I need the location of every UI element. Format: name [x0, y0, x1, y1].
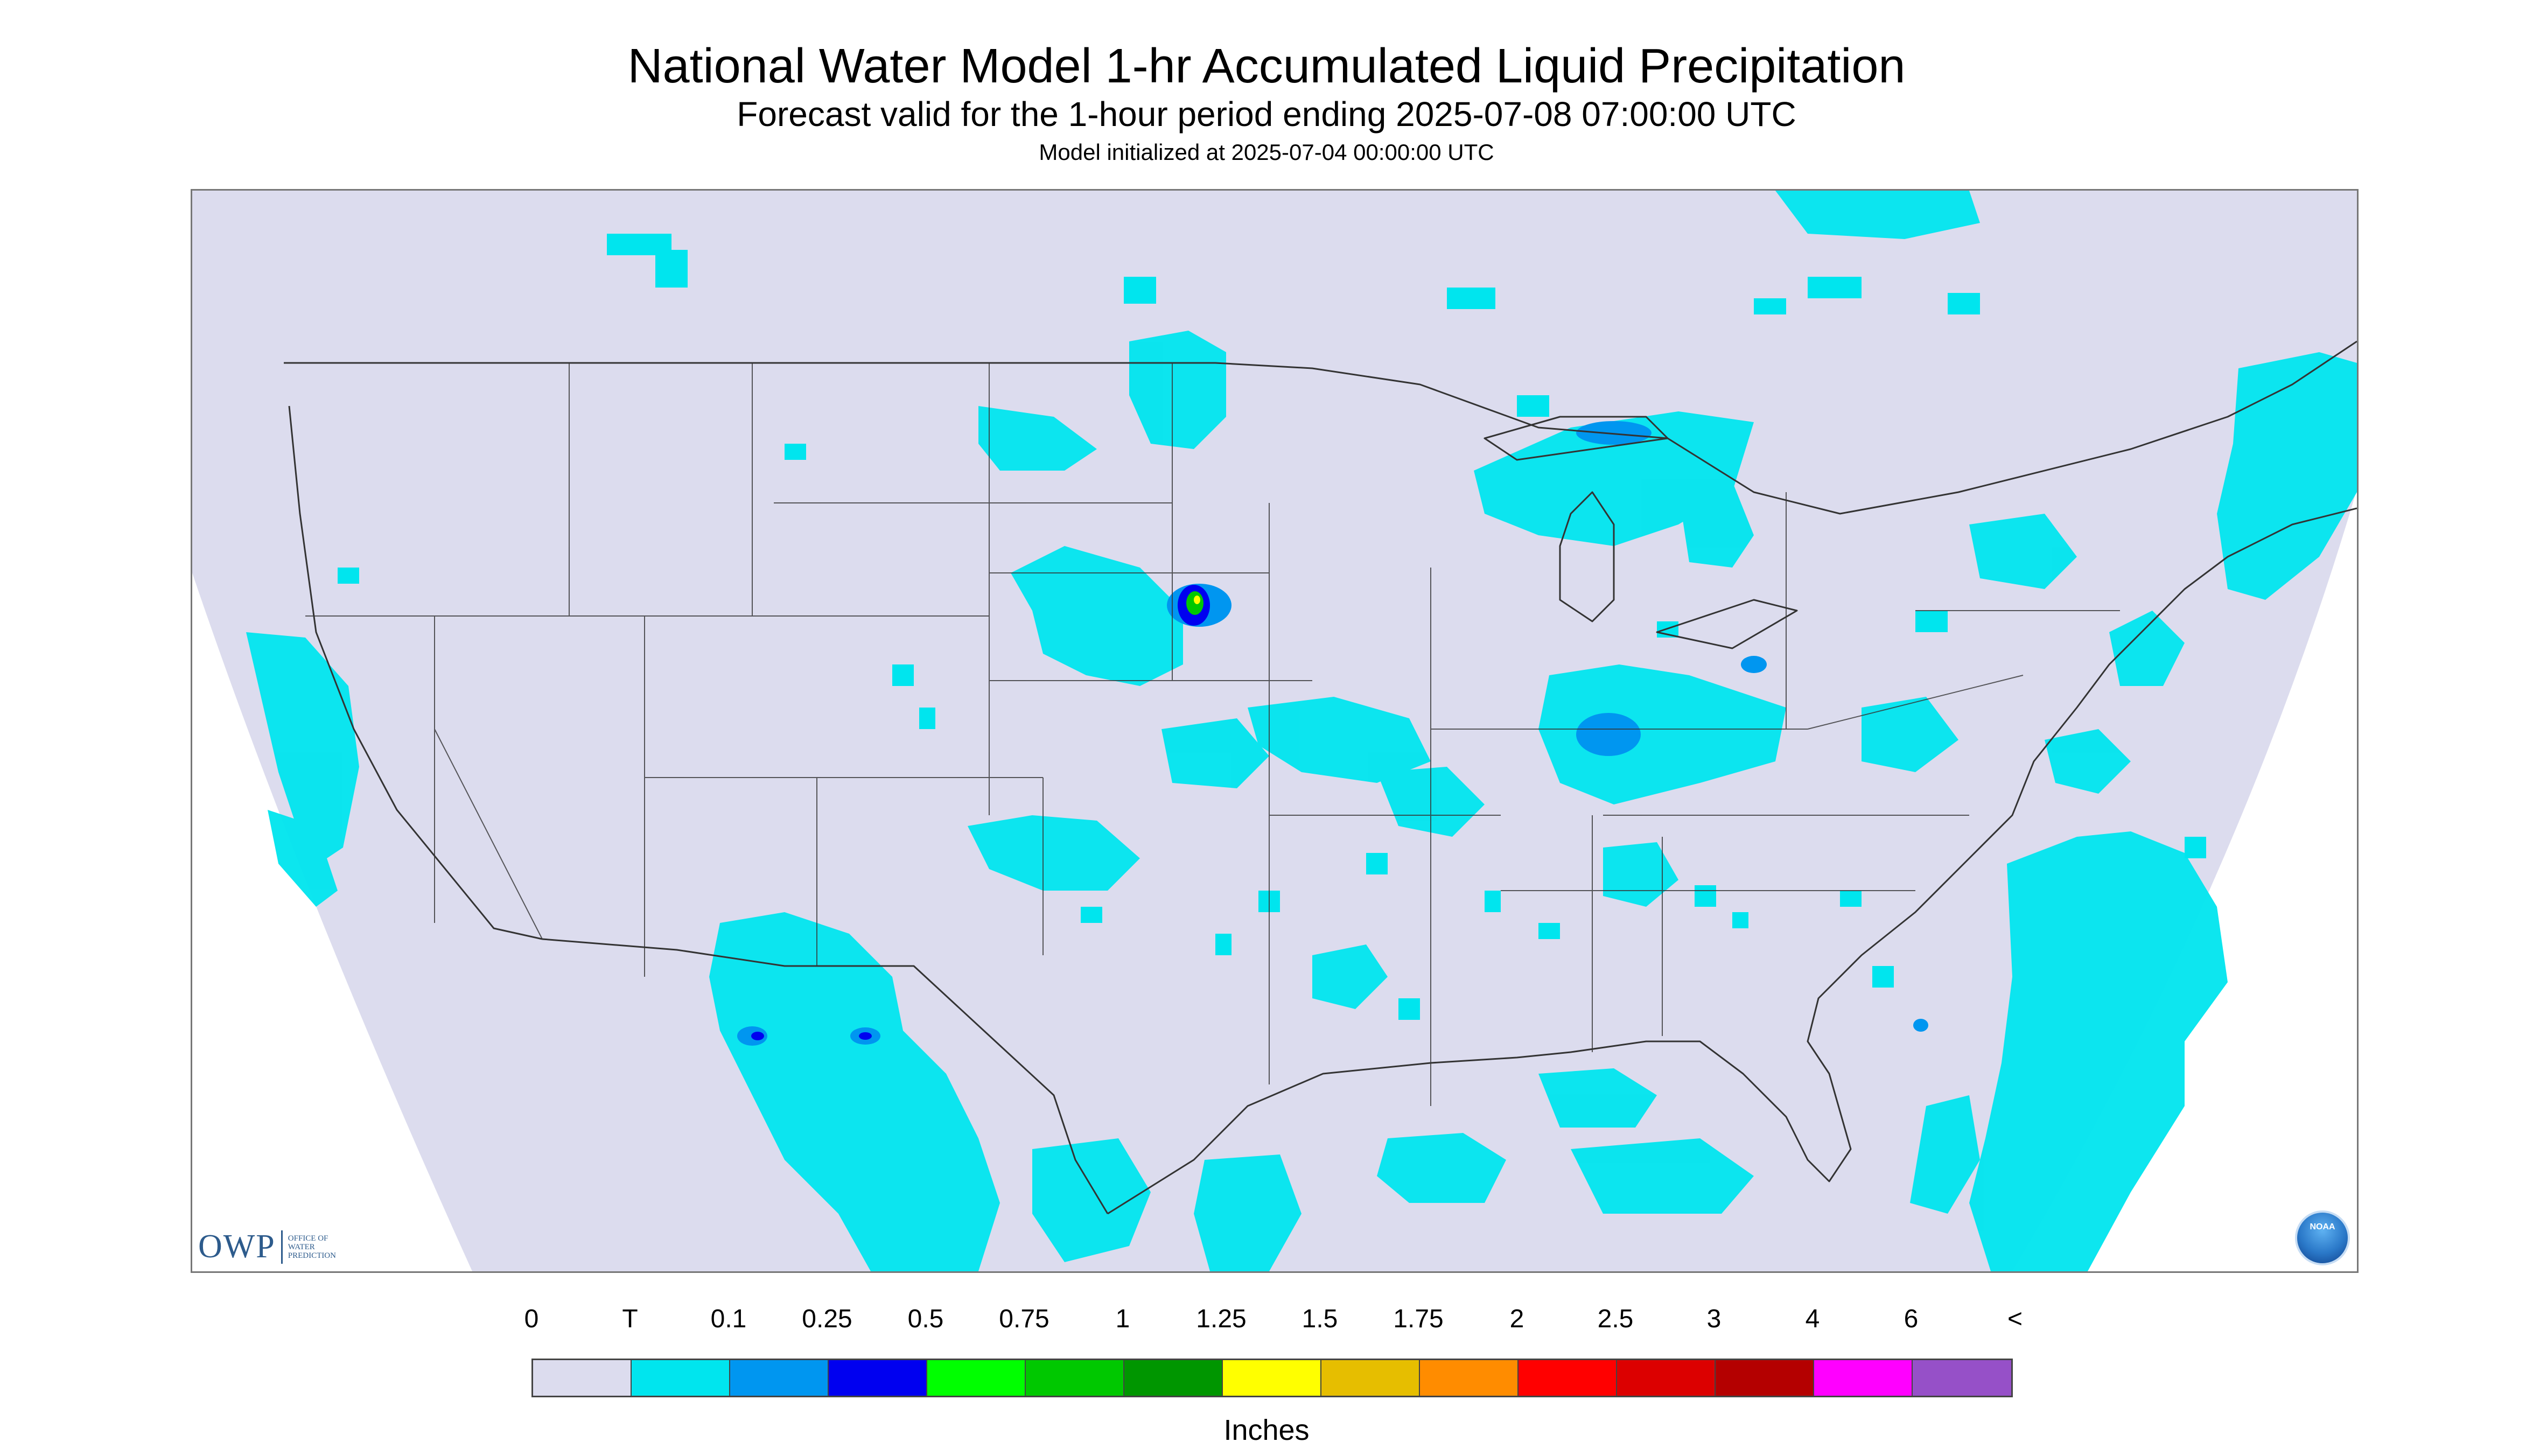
legend-swatch — [1716, 1360, 1814, 1396]
legend-label: 1.75 — [1393, 1305, 1444, 1333]
noaa-logo: NOAA — [2295, 1210, 2350, 1265]
precip-area-gulf-2 — [1538, 1068, 1657, 1128]
trace-precip-specks — [338, 234, 2206, 1020]
trace-precip-areas — [246, 191, 2357, 1271]
owp-logo-mark: OWP — [198, 1228, 276, 1265]
precip-area-great-lakes-2 — [1678, 481, 1754, 568]
precip-area-central-plains — [1011, 546, 1183, 686]
precip-area-ohio-valley — [1538, 664, 1786, 804]
legend-swatch — [1814, 1360, 1913, 1396]
legend-label: 0.25 — [802, 1305, 852, 1333]
precip-area-new-england — [1969, 514, 2077, 589]
legend-labels: 0 T 0.1 0.25 0.5 0.75 1 1.25 1.5 1.75 2 … — [0, 1303, 2533, 1335]
legend-label: 1.25 — [1196, 1305, 1247, 1333]
color-legend — [531, 1359, 2013, 1397]
lake-superior — [1484, 416, 1669, 461]
precip-area-oklahoma — [968, 815, 1140, 891]
heavy-precip-cores — [1186, 591, 1203, 615]
precip-area-gulf-1 — [1377, 1133, 1506, 1203]
legend-swatch — [829, 1360, 927, 1396]
precip-area-texas — [1312, 944, 1388, 1009]
precip-area-east-coast — [2109, 611, 2185, 686]
precip-area-kansas — [1161, 718, 1269, 788]
model-init-subtitle: Model initialized at 2025-07-04 00:00:00… — [1039, 139, 1494, 165]
legend-label: 2 — [1509, 1305, 1524, 1333]
legend-label: 0.75 — [999, 1305, 1049, 1333]
legend-label: 3 — [1706, 1305, 1722, 1333]
precip-area-mexico-2 — [1194, 1154, 1302, 1271]
us-mexico-border — [542, 938, 1109, 1214]
precip-area-southeast — [1969, 831, 2228, 1271]
legend-swatch — [1420, 1360, 1519, 1396]
owp-logo: OWP OFFICE OF WATER PREDICTION — [198, 1228, 336, 1266]
legend-label: < — [2007, 1305, 2023, 1333]
legend-swatch — [1519, 1360, 1617, 1396]
precip-area-north-plains — [978, 406, 1097, 471]
precip-area-southwest — [709, 912, 1000, 1271]
lake-erie — [1656, 599, 1798, 649]
precip-area-midwest — [1248, 697, 1431, 783]
precip-area-mexico-1 — [1032, 1138, 1151, 1262]
precip-area-west-coast-2 — [268, 810, 338, 907]
precip-area-west-coast — [246, 632, 359, 869]
legend-swatch — [927, 1360, 1026, 1396]
legend-label: T — [622, 1305, 638, 1333]
legend-units: Inches — [1223, 1414, 1310, 1446]
state-lines — [305, 363, 2120, 1106]
legend-label: 0.5 — [907, 1305, 944, 1333]
boundaries — [284, 340, 2357, 1215]
legend-swatch — [730, 1360, 829, 1396]
forecast-valid-subtitle: Forecast valid for the 1-hour period end… — [737, 95, 1796, 134]
legend-label: 0 — [524, 1305, 539, 1333]
legend-label: 1.5 — [1302, 1305, 1338, 1333]
precip-area-atlantic — [2045, 729, 2131, 794]
gulf-coast — [1107, 507, 2357, 1215]
legend-swatch — [632, 1360, 730, 1396]
owp-logo-text: OFFICE OF WATER PREDICTION — [288, 1234, 336, 1260]
owp-logo-divider — [281, 1230, 283, 1264]
noaa-logo-text: NOAA — [2310, 1222, 2335, 1231]
precip-area-northeast — [2217, 352, 2357, 600]
legend-swatch — [1124, 1360, 1223, 1396]
legend-label: 0.1 — [710, 1305, 747, 1333]
us-canada-border — [284, 340, 2357, 515]
map-canvas — [192, 191, 2357, 1271]
legend-label: 2.5 — [1597, 1305, 1634, 1333]
lake-michigan — [1559, 491, 1615, 622]
west-coast — [288, 405, 543, 940]
legend-label: 1 — [1115, 1305, 1130, 1333]
precip-area-north-plains-2 — [1129, 331, 1226, 449]
legend-swatch — [1026, 1360, 1124, 1396]
legend-swatch — [1223, 1360, 1321, 1396]
map-title: National Water Model 1-hr Accumulated Li… — [627, 39, 1906, 93]
precip-area-florida-gulf — [1910, 1095, 1980, 1214]
legend-swatch — [1321, 1360, 1420, 1396]
legend-swatch — [1617, 1360, 1716, 1396]
legend-label: 6 — [1904, 1305, 1919, 1333]
precipitation-map — [191, 189, 2359, 1273]
legend-label: 4 — [1805, 1305, 1820, 1333]
legend-swatch — [1913, 1360, 2011, 1396]
precip-area-mid-atlantic — [1862, 697, 1958, 772]
precip-area-gulf-3 — [1571, 1138, 1754, 1214]
precip-area-canada-north — [1775, 191, 1980, 239]
legend-swatch — [533, 1360, 632, 1396]
